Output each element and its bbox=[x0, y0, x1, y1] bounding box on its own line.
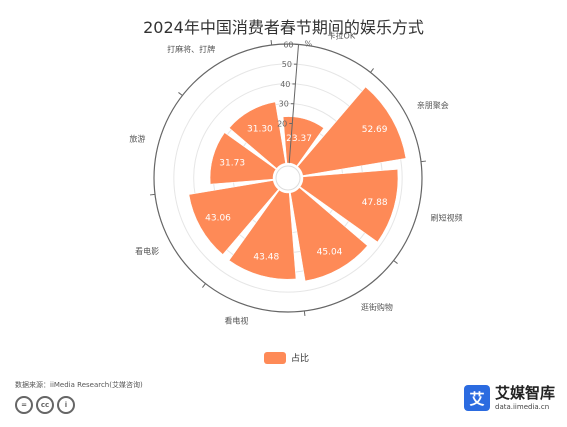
creative-commons-icon: cc bbox=[36, 396, 54, 414]
bar-6 bbox=[209, 132, 277, 185]
chart-title: 2024年中国消费者春节期间的娱乐方式 bbox=[143, 18, 424, 37]
brand-url: data.iimedia.cn bbox=[495, 403, 550, 411]
value-label: 47.88 bbox=[362, 198, 388, 208]
grid-circle bbox=[173, 63, 403, 293]
legend[interactable]: 占比 bbox=[264, 351, 309, 364]
angular-tick bbox=[202, 283, 206, 288]
attribution-icon: i bbox=[57, 396, 75, 414]
legend-label: 占比 bbox=[291, 354, 310, 364]
bar-1 bbox=[297, 86, 407, 176]
angular-tick bbox=[149, 193, 156, 196]
bar-5 bbox=[188, 180, 279, 255]
value-label: 23.37 bbox=[286, 134, 312, 144]
value-label: 31.30 bbox=[247, 124, 273, 134]
value-label: 43.06 bbox=[205, 214, 231, 224]
inner-ring bbox=[275, 165, 301, 191]
license-icons: = cc i bbox=[15, 396, 75, 414]
angular-tick bbox=[393, 260, 398, 264]
data-source: 数据来源：iiMedia Research(艾媒咨询) bbox=[15, 381, 143, 389]
axis-unit: % bbox=[305, 39, 313, 48]
bar-0 bbox=[282, 116, 324, 167]
value-label: 45.04 bbox=[317, 247, 343, 257]
radial-tick-label: 50 bbox=[282, 60, 292, 69]
radial-tick-label: 20 bbox=[277, 120, 287, 129]
angular-tick bbox=[303, 310, 306, 317]
value-label: 31.73 bbox=[219, 159, 245, 169]
category-label: 刷短视频 bbox=[431, 213, 463, 223]
iimedia-logo-icon: 艾 bbox=[464, 385, 490, 411]
category-label: 旅游 bbox=[129, 133, 145, 143]
outer-ring bbox=[153, 43, 423, 313]
category-label: 看电影 bbox=[135, 246, 159, 256]
brand-logo: 艾 艾媒智库 data.iimedia.cn bbox=[464, 385, 555, 411]
angular-tick bbox=[270, 39, 273, 46]
angular-tick bbox=[178, 92, 183, 96]
bar-3 bbox=[290, 187, 368, 282]
category-label: 卡拉OK bbox=[328, 30, 356, 40]
angular-tick bbox=[420, 160, 427, 163]
category-label: 逛街购物 bbox=[361, 302, 393, 312]
bar-4 bbox=[228, 189, 297, 280]
legend-swatch bbox=[264, 351, 286, 364]
value-label: 52.69 bbox=[362, 125, 388, 135]
category-label: 打麻将、打牌 bbox=[167, 44, 215, 54]
category-label: 亲朋聚会 bbox=[417, 100, 449, 110]
value-label: 43.48 bbox=[253, 252, 279, 262]
no-derivatives-icon: = bbox=[15, 396, 33, 414]
bar-7 bbox=[229, 101, 286, 169]
brand-name: 艾媒智库 bbox=[495, 384, 556, 402]
angular-tick bbox=[370, 68, 374, 73]
radial-tick-label: 30 bbox=[279, 100, 289, 109]
category-label: 看电视 bbox=[224, 316, 248, 326]
radial-tick-label: 40 bbox=[280, 80, 290, 89]
bar-2 bbox=[299, 169, 399, 243]
radial-tick-label: 60 bbox=[283, 40, 293, 49]
